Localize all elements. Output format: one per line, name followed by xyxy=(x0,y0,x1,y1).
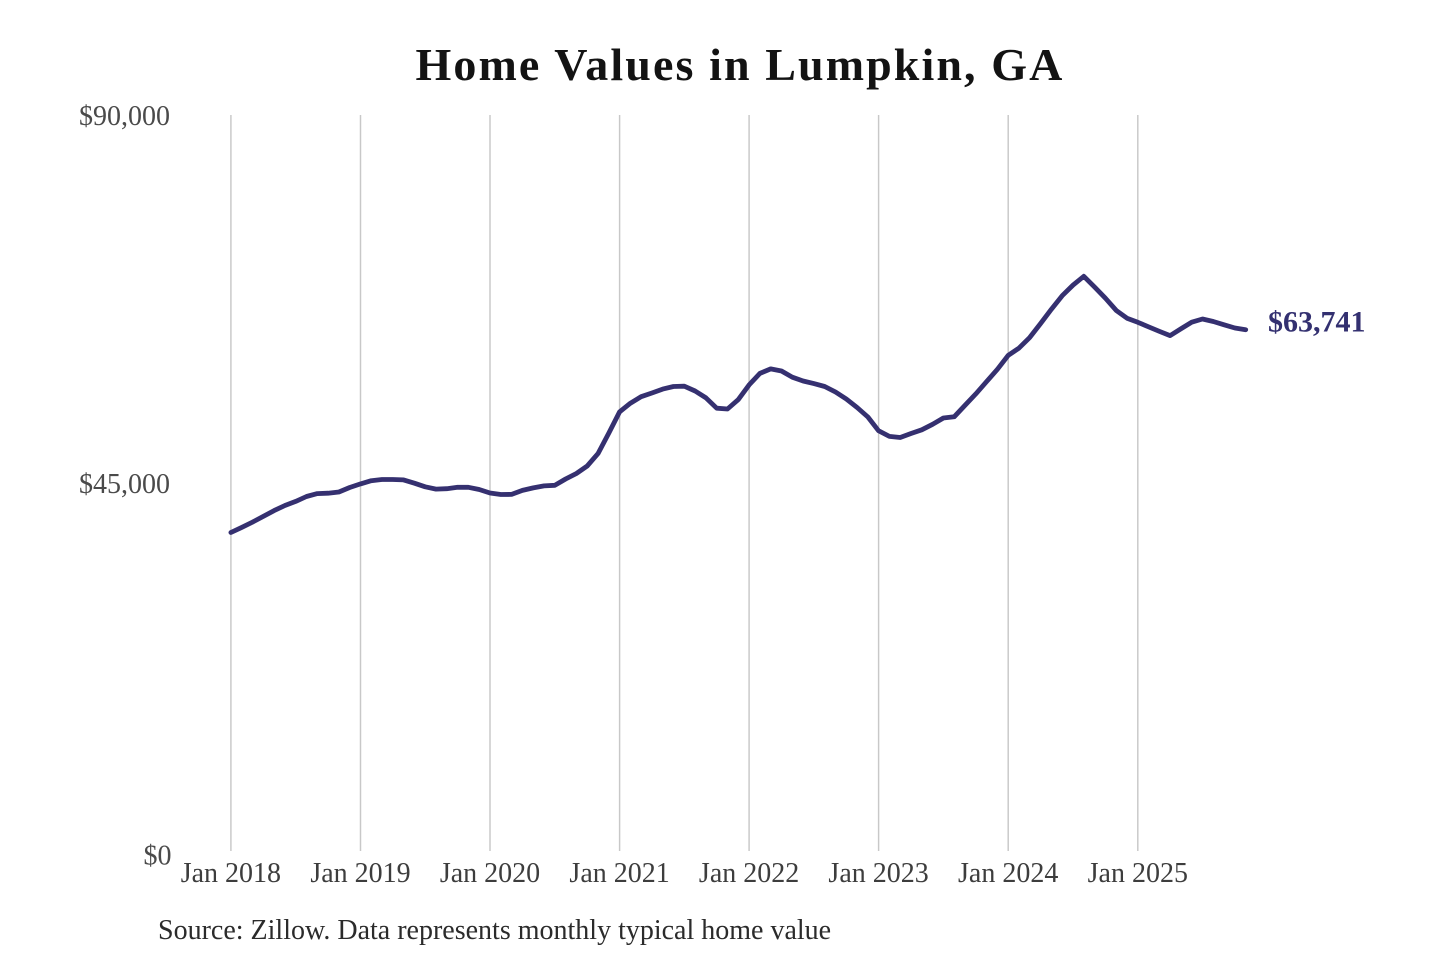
svg-text:Jan 2024: Jan 2024 xyxy=(958,858,1058,889)
svg-text:$45,000: $45,000 xyxy=(79,469,170,500)
svg-text:$90,000: $90,000 xyxy=(79,101,170,132)
svg-text:Jan 2022: Jan 2022 xyxy=(699,858,799,889)
svg-text:Jan 2018: Jan 2018 xyxy=(181,858,281,889)
svg-text:$0: $0 xyxy=(144,841,172,872)
svg-text:Source: Zillow. Data represent: Source: Zillow. Data represents monthly … xyxy=(158,915,831,946)
svg-text:Jan 2019: Jan 2019 xyxy=(310,858,410,889)
svg-text:Jan 2020: Jan 2020 xyxy=(440,858,540,889)
svg-text:Jan 2025: Jan 2025 xyxy=(1088,858,1188,889)
svg-text:$63,741: $63,741 xyxy=(1268,306,1366,339)
svg-text:Jan 2023: Jan 2023 xyxy=(828,858,928,889)
svg-text:Jan 2021: Jan 2021 xyxy=(569,858,669,889)
svg-text:Home Values in Lumpkin, GA: Home Values in Lumpkin, GA xyxy=(416,39,1065,90)
